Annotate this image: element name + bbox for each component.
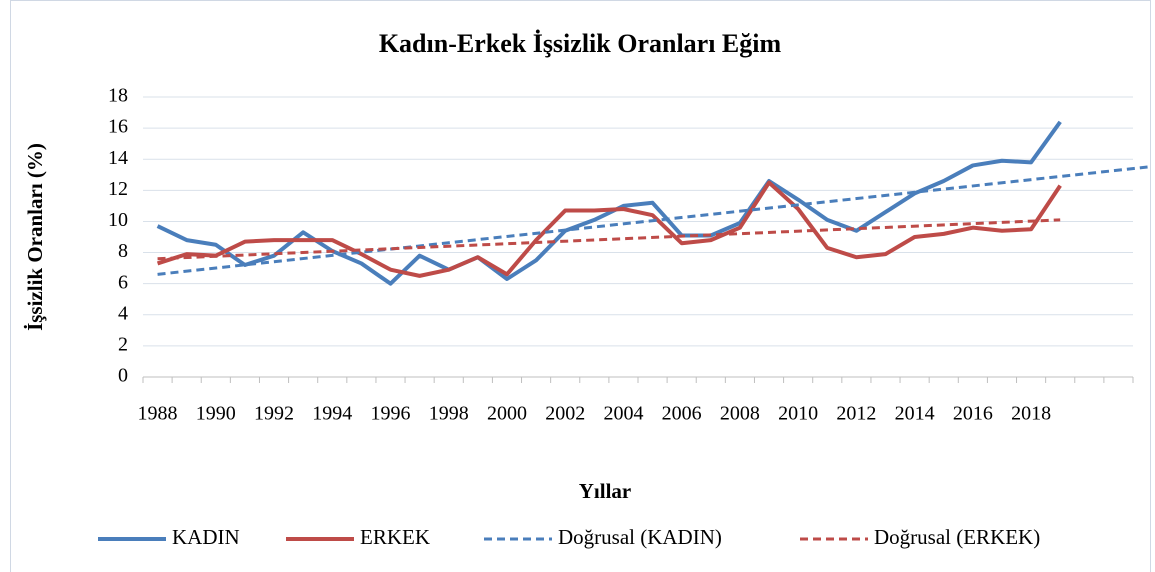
- y-tick-label: 12: [108, 178, 128, 200]
- legend-label: KADIN: [172, 525, 240, 549]
- legend-label: Doğrusal (ERKEK): [874, 525, 1040, 549]
- x-tick-label: 1992: [254, 403, 294, 425]
- x-tick-label: 2012: [836, 403, 876, 425]
- y-tick-label: 0: [118, 365, 128, 387]
- chart-title: Kadın-Erkek İşsizlik Oranları Eğim: [379, 29, 782, 58]
- x-tick-label: 1998: [429, 403, 469, 425]
- trend-line: [157, 218, 1061, 261]
- y-tick-label: 6: [118, 271, 128, 293]
- y-tick-label: 18: [108, 85, 128, 107]
- series-line: [156, 180, 1062, 278]
- x-tick-label: 2000: [487, 403, 527, 425]
- x-tick-label: 2016: [953, 403, 993, 425]
- x-tick-label: 1988: [138, 403, 178, 425]
- y-tick-label: 4: [118, 302, 128, 324]
- x-tick-label: 1990: [196, 403, 236, 425]
- series-line: [156, 120, 1062, 286]
- y-tick-label: 16: [108, 116, 128, 138]
- y-tick-label: 10: [108, 209, 128, 231]
- x-tick-label: 2010: [778, 403, 818, 425]
- y-tick-label: 8: [118, 240, 128, 262]
- legend-label: Doğrusal (KADIN): [558, 525, 722, 549]
- x-tick-label: 2014: [895, 403, 935, 425]
- x-tick-label: 2008: [720, 403, 760, 425]
- x-tick-label: 1996: [371, 403, 411, 425]
- trend-line: [157, 165, 1148, 276]
- x-tick-label: 2006: [662, 403, 702, 425]
- x-tick-label: 2018: [1011, 403, 1051, 425]
- x-axis-label: Yıllar: [579, 479, 632, 503]
- x-tick-label: 1994: [312, 403, 352, 425]
- legend-label: ERKEK: [360, 525, 430, 549]
- chart-border: [10, 0, 1151, 572]
- x-tick-label: 2002: [545, 403, 585, 425]
- y-tick-label: 14: [108, 147, 128, 169]
- y-axis-label: İşsizlik Oranları (%): [23, 143, 47, 331]
- y-tick-label: 2: [118, 333, 128, 355]
- x-tick-label: 2004: [603, 403, 643, 425]
